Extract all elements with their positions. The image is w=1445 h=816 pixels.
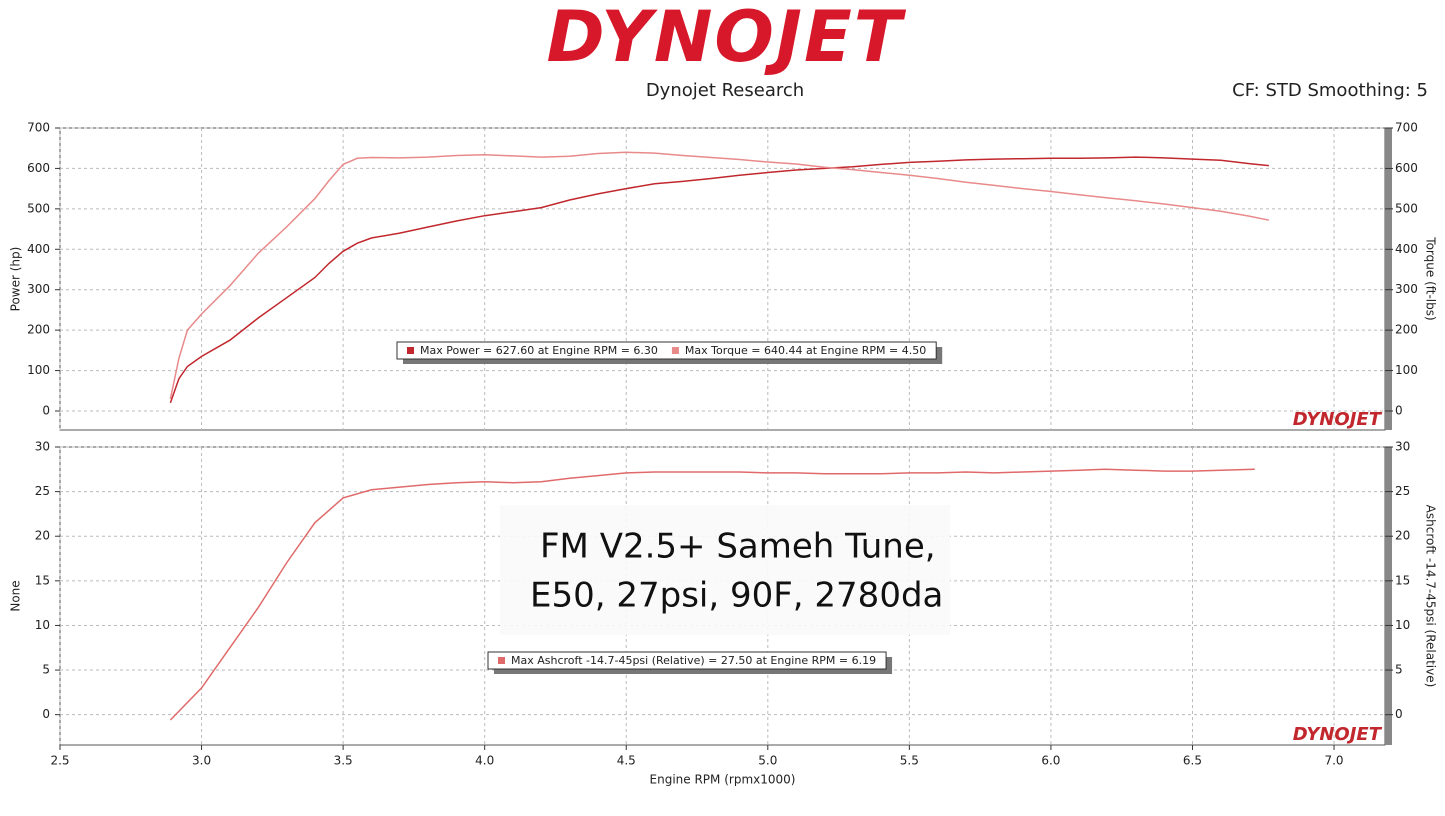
right-strip [1385, 128, 1392, 430]
y2-tick-label: 0 [1395, 403, 1403, 417]
y-tick-label: 400 [27, 242, 50, 256]
y2-tick-label: 30 [1395, 440, 1410, 454]
annotation-box [500, 505, 950, 635]
y2-tick-label: 400 [1395, 242, 1418, 256]
y-tick-label: 700 [27, 121, 50, 135]
x-tick-label: 3.0 [192, 754, 211, 768]
series-line [169, 156, 1269, 404]
legend-box [396, 341, 937, 360]
y2-tick-label: 20 [1395, 529, 1410, 543]
y-tick-label: 200 [27, 323, 50, 337]
plot-area [59, 127, 1386, 431]
y-tick-label: 25 [35, 484, 50, 498]
series-line [169, 151, 1270, 400]
right-strip [1385, 447, 1392, 745]
y-tick-label: 100 [27, 363, 50, 377]
legend-swatch [407, 347, 414, 354]
y2-tick-label: 25 [1395, 484, 1410, 498]
annotation: E50, 27psi, 90F, 2780da [530, 576, 943, 616]
y-tick-label: 500 [27, 201, 50, 215]
y-tick-label: 0 [42, 707, 50, 721]
y2-tick-label: 0 [1395, 707, 1403, 721]
y2-axis-label: Ashcroft -14.7-45psi (Relative) [1424, 505, 1438, 688]
legend-label: Max Power = 627.60 at Engine RPM = 6.30 [420, 344, 658, 357]
legend-swatch [498, 657, 505, 664]
legend-label: Max Ashcroft -14.7-45psi (Relative) = 27… [511, 654, 876, 667]
x-tick-label: 4.0 [475, 754, 494, 768]
y2-tick-label: 10 [1395, 618, 1410, 632]
annotation: FM V2.5+ Sameh Tune, [540, 527, 936, 567]
y2-tick-label: 15 [1395, 573, 1410, 587]
x-tick-label: 6.0 [1041, 754, 1060, 768]
logo: DYNOJET [546, 0, 906, 78]
y2-tick-label: 500 [1395, 201, 1418, 215]
x-tick-label: 5.0 [758, 754, 777, 768]
x-tick-label: 6.5 [1183, 754, 1202, 768]
y-axis-label: None [9, 580, 23, 611]
y2-tick-label: 300 [1395, 282, 1418, 296]
y2-tick-label: 100 [1395, 363, 1418, 377]
y2-tick-label: 200 [1395, 323, 1418, 337]
y-tick-label: 30 [35, 440, 50, 454]
y-tick-label: 5 [42, 663, 50, 677]
x-axis-label: Engine RPM (rpmx1000) [650, 773, 796, 787]
x-tick-label: 5.5 [900, 754, 919, 768]
y2-tick-label: 600 [1395, 161, 1418, 175]
y-tick-label: 300 [27, 282, 50, 296]
subtitle: Dynojet Research [646, 80, 804, 101]
legend-label: Max Torque = 640.44 at Engine RPM = 4.50 [685, 344, 926, 357]
y-tick-label: 0 [42, 403, 50, 417]
x-tick-label: 7.0 [1324, 754, 1343, 768]
watermark: DYNOJET [1293, 724, 1383, 745]
y2-tick-label: 5 [1395, 663, 1403, 677]
y2-axis-label: Torque (ft-lbs) [1424, 236, 1438, 320]
x-tick-label: 4.5 [617, 754, 636, 768]
settings: CF: STD Smoothing: 5 [1232, 80, 1428, 101]
x-tick-label: 3.5 [334, 754, 353, 768]
legend-swatch [671, 347, 679, 354]
watermark: DYNOJET [1293, 409, 1383, 430]
x-tick-label: 2.5 [50, 754, 69, 768]
legend: Max Power = 627.60 at Engine RPM = 6.30 M… [396, 341, 943, 364]
y-tick-label: 10 [35, 618, 50, 632]
series-line [169, 468, 1255, 721]
legend: Max Ashcroft -14.7-45psi (Relative) = 27… [487, 651, 893, 674]
y-tick-label: 15 [35, 573, 50, 587]
y-axis-label: Power (hp) [9, 247, 23, 312]
legend-box [487, 651, 887, 670]
y-tick-label: 20 [35, 529, 50, 543]
y2-tick-label: 700 [1395, 121, 1418, 135]
y-tick-label: 600 [27, 161, 50, 175]
